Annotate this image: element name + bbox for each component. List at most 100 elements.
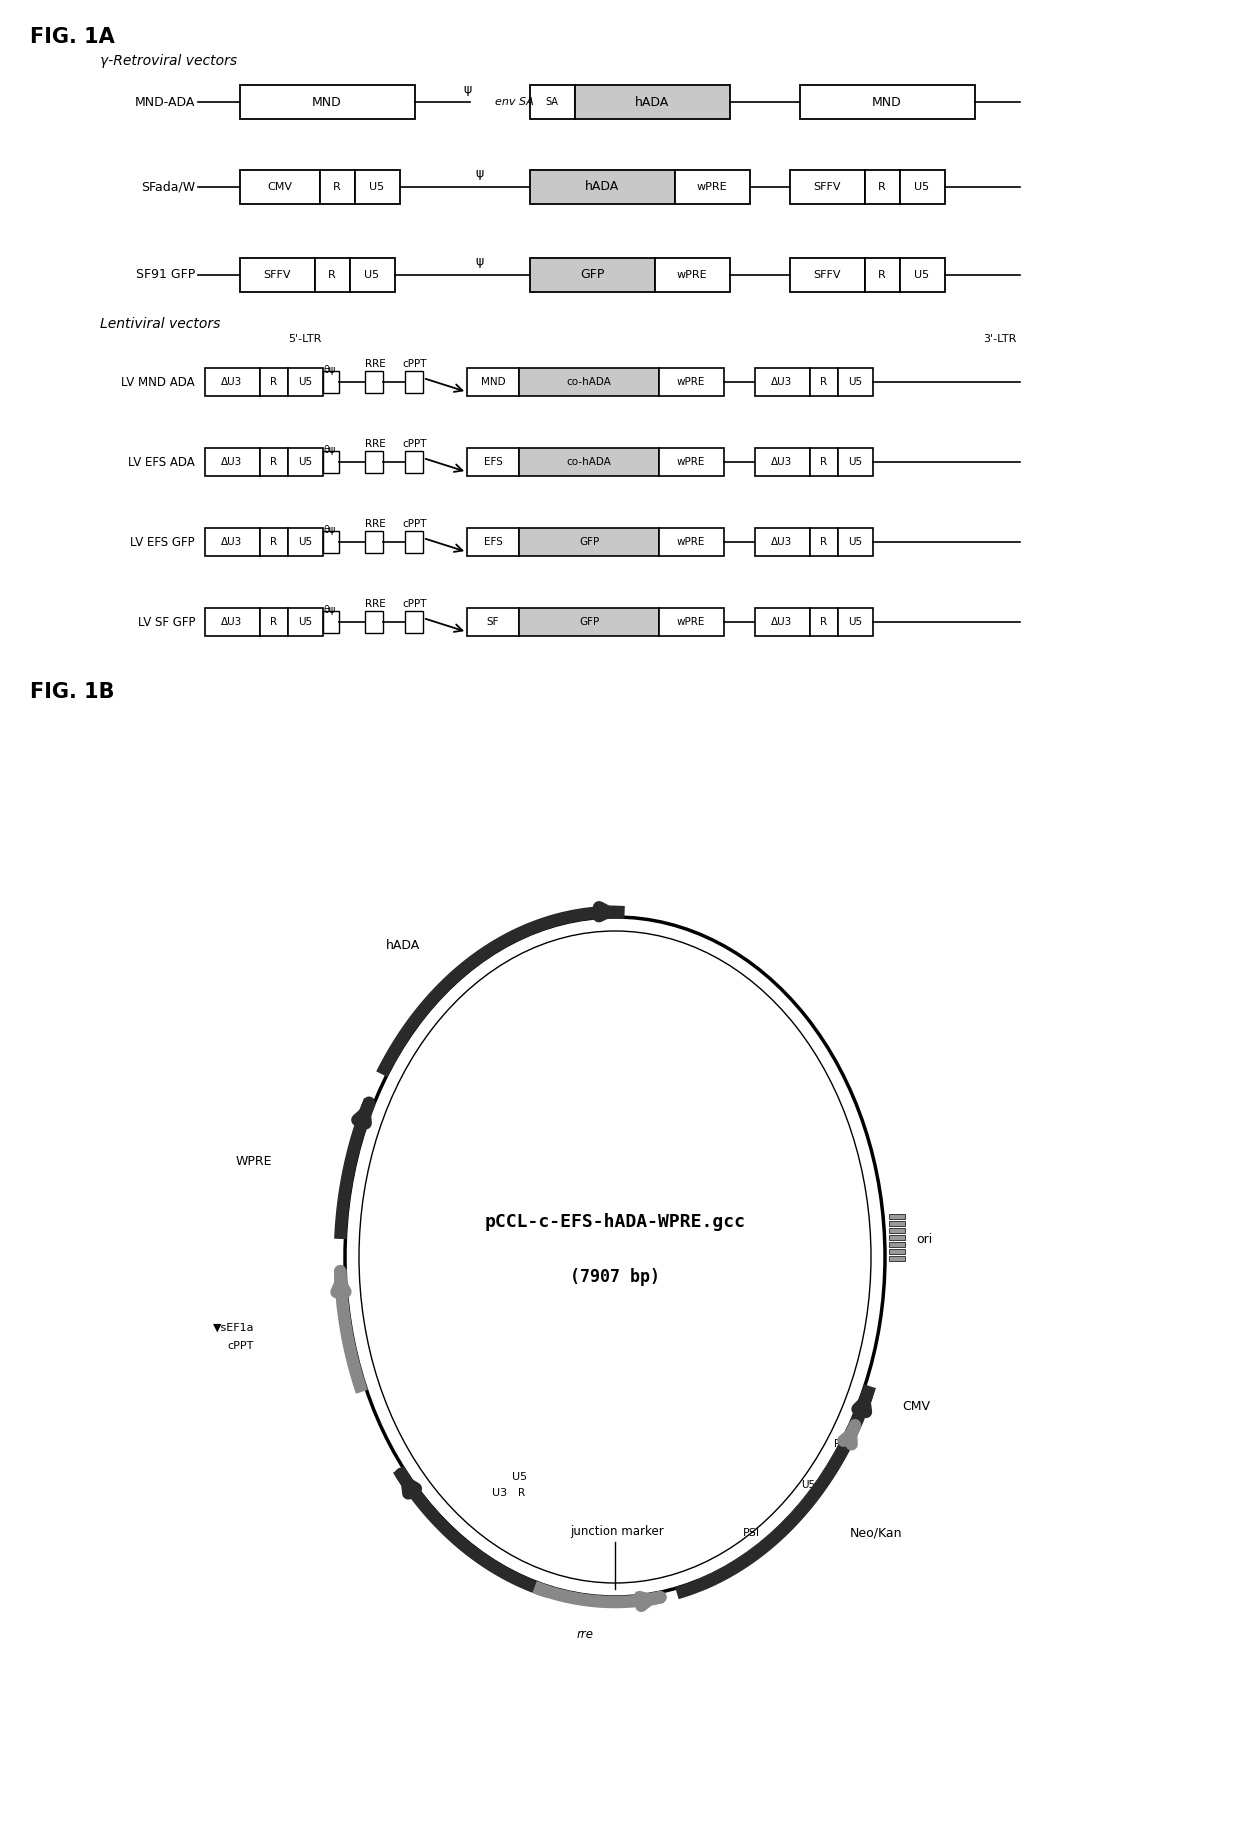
Text: RRE: RRE	[365, 519, 386, 528]
Text: U5: U5	[298, 456, 312, 467]
Bar	[529, 259, 655, 292]
Text: U5: U5	[848, 456, 862, 467]
Bar	[800, 85, 975, 118]
Text: R: R	[270, 537, 278, 547]
Bar	[365, 611, 383, 634]
Text: R: R	[878, 183, 885, 192]
Bar	[838, 608, 873, 635]
Bar	[288, 608, 322, 635]
Bar	[288, 368, 322, 395]
Text: FIG. 1B: FIG. 1B	[30, 682, 114, 702]
Text: SFFV: SFFV	[813, 183, 841, 192]
Bar	[205, 608, 260, 635]
Bar	[260, 449, 288, 477]
Bar	[810, 449, 838, 477]
Text: MND: MND	[312, 96, 342, 109]
Text: R: R	[833, 1439, 841, 1450]
Text: ΔU3: ΔU3	[771, 537, 792, 547]
Text: MND: MND	[872, 96, 901, 109]
Text: SF: SF	[487, 617, 500, 626]
Text: U5: U5	[914, 270, 930, 281]
Text: R: R	[878, 270, 885, 281]
Bar	[838, 449, 873, 477]
Text: θψ: θψ	[322, 366, 335, 375]
Text: env SA: env SA	[495, 98, 533, 107]
Text: cPPT: cPPT	[403, 440, 428, 449]
Bar	[288, 528, 322, 556]
Text: wPRE: wPRE	[677, 456, 706, 467]
Text: hADA: hADA	[386, 938, 420, 951]
Text: R: R	[329, 270, 336, 281]
Text: hADA: hADA	[635, 96, 670, 109]
Text: ψ: ψ	[476, 255, 484, 268]
Bar	[529, 170, 675, 203]
Text: ▼sEF1a: ▼sEF1a	[212, 1322, 254, 1334]
Bar	[889, 1213, 905, 1219]
Text: RRE: RRE	[365, 440, 386, 449]
Text: FIG. 1A: FIG. 1A	[30, 28, 115, 46]
Bar	[260, 528, 288, 556]
Text: (7907 bp): (7907 bp)	[570, 1269, 660, 1286]
Text: R: R	[821, 456, 827, 467]
Bar	[315, 259, 350, 292]
Bar	[260, 608, 288, 635]
Text: U3: U3	[492, 1489, 507, 1498]
Text: wPRE: wPRE	[677, 377, 706, 388]
Bar	[350, 259, 396, 292]
Bar	[241, 170, 320, 203]
Text: hADA: hADA	[585, 181, 619, 194]
Bar	[866, 170, 900, 203]
Bar	[520, 608, 658, 635]
Text: R: R	[821, 377, 827, 388]
Text: U5: U5	[914, 183, 930, 192]
Text: U5: U5	[848, 377, 862, 388]
Text: U5: U5	[848, 617, 862, 626]
Text: rre: rre	[577, 1627, 594, 1640]
Text: SF91 GFP: SF91 GFP	[135, 268, 195, 281]
Text: MND-ADA: MND-ADA	[135, 96, 195, 109]
Bar	[520, 449, 658, 477]
Text: EFS: EFS	[484, 537, 502, 547]
Bar	[355, 170, 401, 203]
Bar	[655, 259, 730, 292]
Bar	[405, 611, 423, 634]
Text: θψ: θψ	[322, 525, 335, 536]
Bar	[241, 259, 315, 292]
Bar	[755, 368, 810, 395]
Text: LV EFS GFP: LV EFS GFP	[130, 536, 195, 549]
Bar	[790, 170, 866, 203]
Text: EFS: EFS	[484, 456, 502, 467]
Text: MND: MND	[481, 377, 506, 388]
Text: θψ: θψ	[322, 445, 335, 454]
Text: U5: U5	[365, 270, 379, 281]
Text: ψ: ψ	[464, 83, 472, 96]
Text: co-hADA: co-hADA	[567, 377, 611, 388]
Bar	[205, 528, 260, 556]
Bar	[889, 1256, 905, 1262]
Text: U5: U5	[298, 617, 312, 626]
Bar	[322, 530, 339, 552]
Text: ΔU3: ΔU3	[222, 377, 243, 388]
Bar	[755, 608, 810, 635]
Bar	[900, 170, 945, 203]
Bar	[205, 368, 260, 395]
Bar	[405, 451, 423, 473]
Text: SA: SA	[546, 98, 558, 107]
Text: θψ: θψ	[322, 606, 335, 615]
Text: R: R	[270, 456, 278, 467]
Bar	[365, 530, 383, 552]
Text: Lentiviral vectors: Lentiviral vectors	[100, 318, 221, 331]
Text: ΔU3: ΔU3	[222, 537, 243, 547]
Text: cPPT: cPPT	[403, 358, 428, 369]
Text: LV EFS ADA: LV EFS ADA	[128, 456, 195, 469]
Text: Neo/Kan: Neo/Kan	[849, 1527, 903, 1540]
Bar	[365, 371, 383, 393]
Text: GFP: GFP	[580, 268, 604, 281]
Bar	[405, 371, 423, 393]
Text: R: R	[270, 377, 278, 388]
Bar	[520, 528, 658, 556]
Text: cPPT: cPPT	[403, 598, 428, 610]
Text: U5: U5	[512, 1472, 527, 1483]
Bar	[529, 85, 575, 118]
Bar	[675, 170, 750, 203]
